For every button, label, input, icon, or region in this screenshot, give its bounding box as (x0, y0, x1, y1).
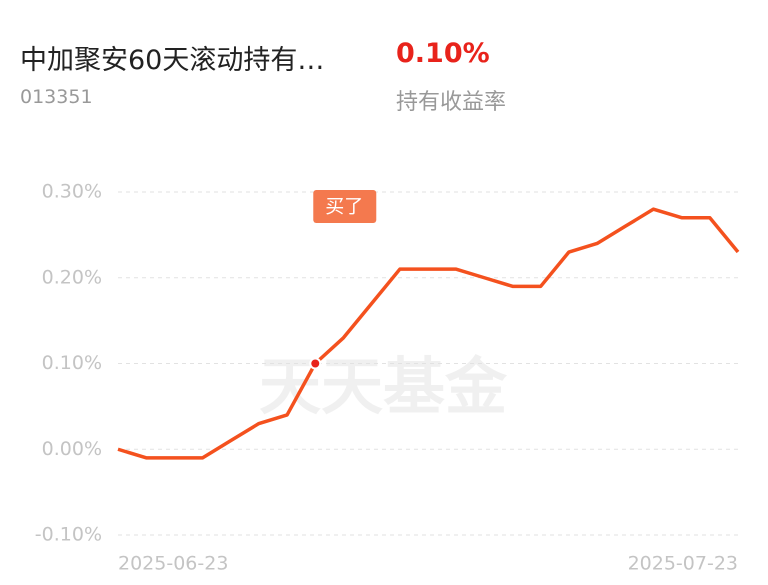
return-label: 持有收益率 (396, 90, 507, 115)
y-tick-label: 0.10% (42, 352, 102, 374)
buy-flag-label: 买了 (325, 196, 363, 218)
buy-flag (313, 190, 377, 223)
buy-point (309, 357, 322, 370)
y-tick-label: 0.20% (42, 266, 102, 288)
fund-title: 中加聚安60天滚动持有… (20, 45, 325, 76)
x-tick-label: 2025-06-23 (118, 553, 228, 575)
y-tick-label: 0.30% (42, 181, 102, 203)
y-tick-label: 0.00% (42, 438, 102, 460)
watermark: 天天基金 (259, 350, 508, 423)
fund-code: 013351 (20, 86, 93, 108)
y-tick-label: -0.10% (35, 524, 102, 546)
x-tick-label: 2025-07-23 (628, 553, 738, 575)
return-value: 0.10% (396, 38, 490, 69)
line-series (117, 207, 740, 460)
